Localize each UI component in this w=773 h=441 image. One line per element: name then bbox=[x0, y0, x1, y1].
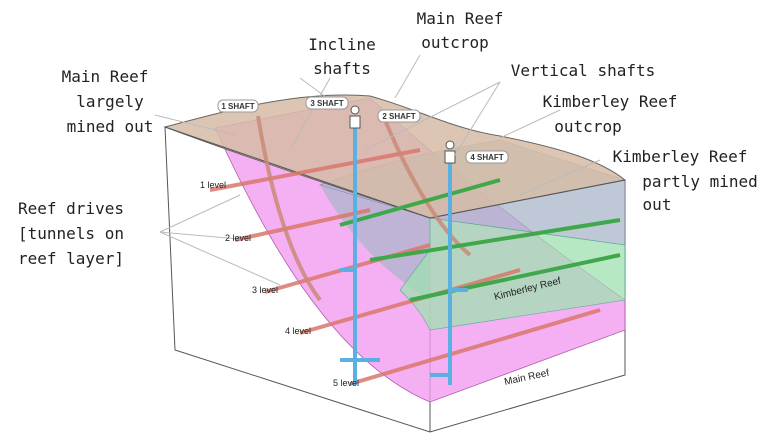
callouts: Reef drives [tunnels on reef layer] bbox=[18, 199, 124, 268]
headframe bbox=[351, 106, 359, 114]
headframe bbox=[446, 141, 454, 149]
level-label: 5 level bbox=[333, 378, 359, 388]
callout: shafts bbox=[313, 59, 371, 78]
level-label: 4 level bbox=[285, 326, 311, 336]
callout: Main Reef bbox=[62, 67, 149, 86]
callout: reef layer] bbox=[18, 249, 124, 268]
callout: Kimberley Reef bbox=[613, 147, 748, 166]
callout: Kimberley Reef bbox=[543, 92, 678, 111]
shaft-label: 4 SHAFT bbox=[470, 153, 503, 162]
callout: Main Reef bbox=[417, 9, 504, 28]
callout: partly mined bbox=[642, 172, 758, 191]
leader bbox=[500, 110, 560, 138]
level-label: 2 level bbox=[225, 233, 251, 243]
leader bbox=[160, 195, 240, 232]
level-label: 1 level bbox=[200, 180, 226, 190]
headframe bbox=[445, 151, 455, 163]
level-label: 3 level bbox=[252, 285, 278, 295]
callout: [tunnels on bbox=[18, 224, 124, 243]
callout: outcrop bbox=[554, 117, 621, 136]
headframe bbox=[350, 116, 360, 128]
callout: Vertical shafts bbox=[511, 61, 656, 80]
leader bbox=[160, 232, 280, 285]
shaft-label: 2 SHAFT bbox=[382, 112, 415, 121]
shaft-label: 1 SHAFT bbox=[221, 102, 254, 111]
mine-diagram: 1 SHAFT 3 SHAFT 2 SHAFT 4 SHAFT 1 level … bbox=[0, 0, 773, 441]
shaft-label: 3 SHAFT bbox=[310, 99, 343, 108]
callout: mined out bbox=[67, 117, 154, 136]
callout: largely bbox=[76, 92, 144, 111]
leader bbox=[395, 55, 420, 98]
callout: outcrop bbox=[421, 33, 488, 52]
callout: out bbox=[643, 195, 672, 214]
callout: Reef drives bbox=[18, 199, 124, 218]
callout: Incline bbox=[308, 35, 375, 54]
